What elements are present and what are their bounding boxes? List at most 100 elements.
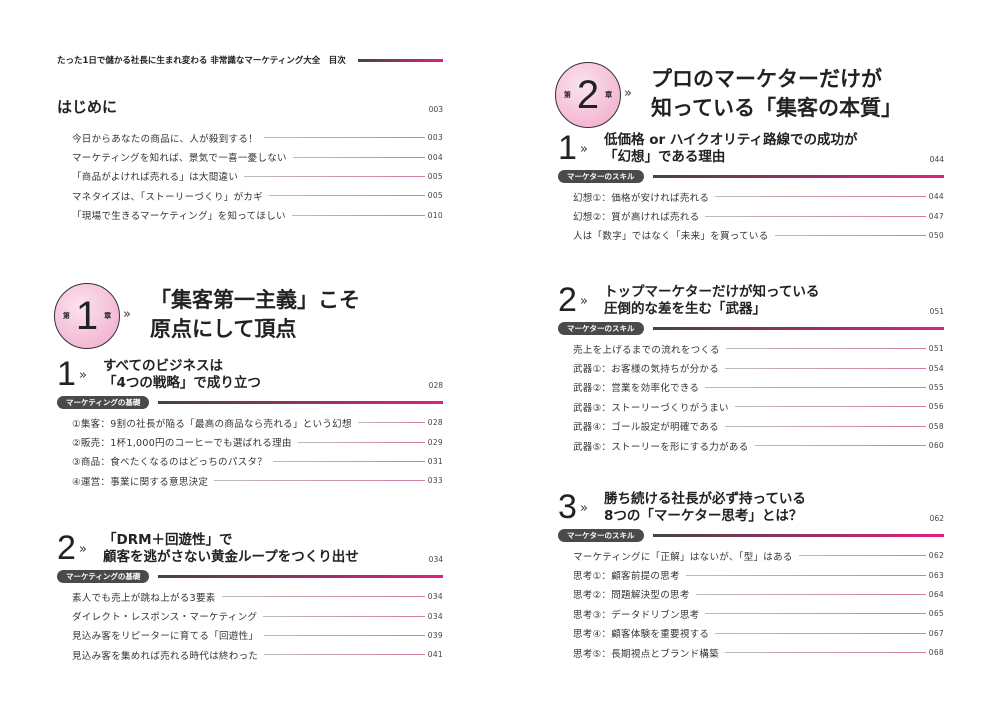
toc-entry[interactable]: 武器①：お客様の気持ちが分かる 054 [573,358,944,377]
toc-entry[interactable]: 「現場で生きるマーケティング」を知ってほしい 010 [72,206,443,225]
chapter-heading[interactable]: 第 2 章» プロのマーケターだけが 知っている「集客の本質」 [555,62,944,132]
section-heading[interactable]: 1» 低価格 or ハイクオリティ路線での成功が 「幻想」である理由 044 [558,129,944,167]
chevron-icon: » [580,142,588,157]
entry-page: 031 [427,456,443,466]
toc-entry[interactable]: マーケティングに「正解」はないが、「型」はある 062 [573,546,944,565]
toc-entry[interactable]: 武器②：営業を効率化できる 055 [573,378,944,397]
entry-title: ③商品：食べたくなるのはどっちのパスタ？ [72,457,268,469]
leader-line [798,555,926,557]
chapter-title-line: 「集客第一主義」こそ [150,288,360,312]
toc-entry[interactable]: マーケティングを知れば、景気で一喜一憂しない 004 [72,147,443,166]
entry-page: 005 [427,191,443,201]
toc-entry[interactable]: 見込み客をリピーターに育てる「回遊性」 039 [72,626,443,645]
toc-entry[interactable]: 人は「数字」ではなく「未来」を買っている 050 [573,226,944,245]
leader-line [754,445,926,447]
section-page: 044 [929,155,944,164]
toc-entry[interactable]: 「商品がよければ売れる」は大間違い 005 [72,167,443,186]
chapter-number: 2 [576,72,600,117]
toc-entry[interactable]: 思考④：顧客体験を重要視する 067 [573,624,944,643]
section-page: 051 [929,307,944,316]
toc-entry[interactable]: 幻想①：価格が安ければ売れる 044 [573,187,944,206]
category-badge: マーケティングの基礎 [57,569,150,583]
section: 1» 低価格 or ハイクオリティ路線での成功が 「幻想」である理由 044 マーケター… [558,129,944,245]
entry-page: 064 [928,589,944,599]
toc-entry[interactable]: マネタイズは、「ストーリーづくり」がカギ 005 [72,186,443,205]
entry-title: マネタイズは、「ストーリーづくり」がカギ [72,191,263,203]
leader-line [291,214,425,216]
entry-page: 047 [928,211,944,221]
section-entries: 売上を上げるまでの流れをつくる 051 武器①：お客様の気持ちが分かる 054 武器②：… [558,339,944,455]
entry-page: 062 [928,551,944,561]
toc-entry[interactable]: ④運営：事業に関する意思決定 033 [72,471,443,490]
toc-entry[interactable]: 武器④：ゴール設定が明確である 058 [573,417,944,436]
section-title: 「DRM＋回遊性」で 顧客を逃がさない黄金ループをつくり出せ [103,532,359,566]
entry-page: 058 [928,421,944,431]
entry-page: 067 [928,628,944,638]
section-heading[interactable]: 2» 「DRM＋回遊性」で 顧客を逃がさない黄金ループをつくり出せ 034 [57,529,443,567]
entry-title: 武器③：ストーリーづくりがうまい [573,402,729,414]
leader-line [221,596,425,598]
toc-entry[interactable]: ①集客：9割の社長が陥る「最高の商品なら売れる」という幻想 028 [72,413,443,432]
header-rule [357,58,443,62]
chevron-icon: » [624,86,632,101]
intro-title: はじめに [57,98,118,116]
toc-entry[interactable]: 武器⑤：ストーリーを形にする力がある 060 [573,436,944,455]
section-number: 1 [57,355,76,393]
toc-entry[interactable]: 思考⑤：長期視点とブランド構築 068 [573,643,944,662]
section-heading[interactable]: 1» すべてのビジネスは 「4つの戦略」で成り立つ 028 [57,355,443,393]
toc-entry[interactable]: 見込み客を集めれば売れる時代は終わった 041 [72,645,443,664]
section-title: すべてのビジネスは 「4つの戦略」で成り立つ [103,358,261,392]
entry-title: 武器④：ゴール設定が明確である [573,422,719,434]
section-heading[interactable]: 2» トップマーケターだけが知っている 圧倒的な差を生む「武器」 051 [558,281,944,319]
leader-line [292,156,425,158]
leader-line [263,615,425,617]
entry-title: ②販売：1杯1,000円のコーヒーでも選ばれる理由 [72,438,292,450]
category-row: マーケターのスキル [558,321,944,335]
entry-title: 「商品がよければ売れる」は大間違い [72,172,239,184]
leader-line [297,441,425,443]
toc-entry[interactable]: 今日からあなたの商品に、人が殺到する！ 003 [72,128,443,147]
intro-section: はじめに 003 今日からあなたの商品に、人が殺到する！ 003 マーケティングを知… [57,96,443,225]
leader-line [705,386,926,388]
entry-page: 005 [427,171,443,181]
category-rule [158,574,443,578]
leader-line [725,367,926,369]
section-title-line: 顧客を逃がさない黄金ループをつくり出せ [103,549,359,565]
entry-page: 004 [427,152,443,162]
leader-line [685,574,926,576]
toc-entry[interactable]: 幻想②：質が高ければ売れる 047 [573,206,944,225]
entry-page: 060 [928,441,944,451]
entry-title: 思考③：データドリブン思考 [573,609,700,621]
section-title-line: 圧倒的な差を生む「武器」 [604,301,766,317]
section-title-line: トップマーケターだけが知っている [604,284,820,300]
entry-title: 見込み客を集めれば売れる時代は終わった [72,650,259,662]
toc-entry[interactable]: 武器③：ストーリーづくりがうまい 056 [573,397,944,416]
category-badge: マーケターのスキル [558,321,644,335]
toc-entry[interactable]: 素人でも売上が跳ね上がる3要素 034 [72,587,443,606]
toc-entry[interactable]: 売上を上げるまでの流れをつくる 051 [573,339,944,358]
toc-entry[interactable]: 思考③：データドリブン思考 065 [573,604,944,623]
section-entries: 素人でも売上が跳ね上がる3要素 034 ダイレクト・レスポンス・マーケティング 034… [57,587,443,665]
toc-entry[interactable]: ③商品：食べたくなるのはどっちのパスタ？ 031 [72,452,443,471]
toc-entry[interactable]: 思考①：顧客前提の思考 063 [573,565,944,584]
section-title-line: 低価格 or ハイクオリティ路線での成功が [604,132,858,148]
section: 2» 「DRM＋回遊性」で 顧客を逃がさない黄金ループをつくり出せ 034 マーケティン… [57,529,443,665]
category-badge: マーケティングの基礎 [57,395,150,409]
category-row: マーケティングの基礎 [57,569,443,583]
entry-page: 039 [427,630,443,640]
chapter-suffix: 章 [104,312,112,320]
chapter-heading[interactable]: 第 1 章» 「集客第一主義」こそ 原点にして頂点 [54,283,443,353]
category-rule [652,533,944,537]
leader-line [273,460,425,462]
entry-title: 素人でも売上が跳ね上がる3要素 [72,592,216,604]
entry-page: 068 [928,648,944,658]
toc-entry[interactable]: ②販売：1杯1,000円のコーヒーでも選ばれる理由 029 [72,432,443,451]
section-heading[interactable]: 3» 勝ち続ける社長が必ず持っている 8つの「マーケター思考」とは？ 062 [558,488,944,526]
section-entries: マーケティングに「正解」はないが、「型」はある 062 思考①：顧客前提の思考 063… [558,546,944,662]
entry-title: ダイレクト・レスポンス・マーケティング [72,612,258,624]
toc-entry[interactable]: 思考②：問題解決型の思考 064 [573,585,944,604]
entry-page: 028 [427,418,443,428]
section-page: 062 [929,514,944,523]
toc-entry[interactable]: ダイレクト・レスポンス・マーケティング 034 [72,606,443,625]
